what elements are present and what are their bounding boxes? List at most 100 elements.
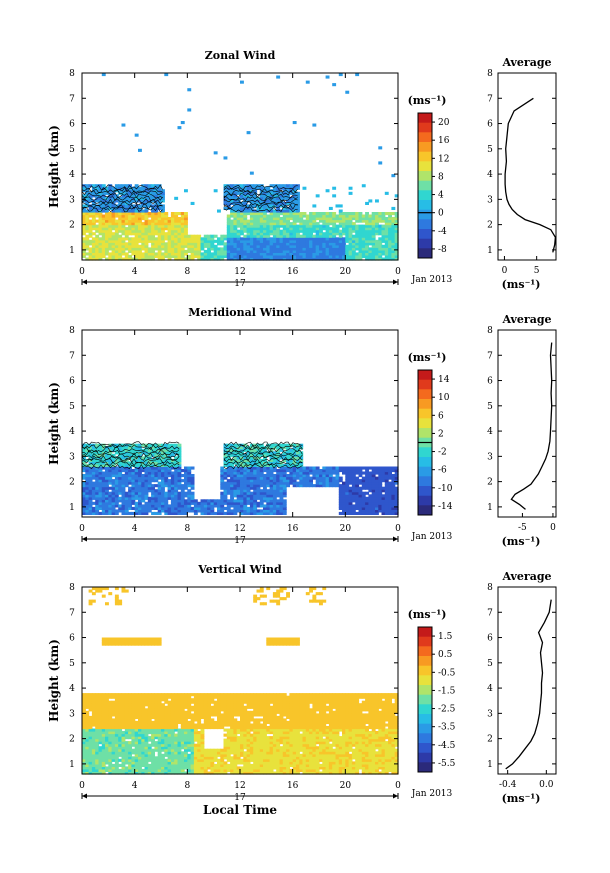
heat-cell [381, 219, 386, 223]
heat-cell [101, 252, 106, 256]
heat-cell [200, 242, 205, 246]
heat-cell [184, 469, 188, 473]
heat-cell [134, 728, 139, 732]
heat-cell [114, 227, 119, 231]
heat-cell [269, 504, 274, 508]
heat-cell [384, 229, 389, 233]
heat-cell [177, 219, 182, 223]
heat-cell [85, 715, 90, 719]
heat-cell [230, 486, 234, 490]
heat-cell [121, 242, 126, 246]
heat-cell [243, 217, 248, 221]
heat-cell [286, 201, 290, 205]
heat-cell [226, 191, 231, 195]
heat-cell [91, 509, 96, 513]
heat-cell [272, 204, 277, 208]
heat-cell [269, 486, 274, 490]
heat-cell [348, 509, 353, 513]
profile-x-tick-label: 0 [502, 266, 508, 276]
heat-cell [365, 257, 369, 261]
heat-cell [292, 484, 297, 488]
heat-cell [177, 499, 182, 503]
heat-cell [355, 257, 360, 261]
heat-cell [342, 481, 346, 485]
heat-cell [128, 499, 132, 503]
heat-cell [144, 640, 149, 644]
heat-cell [233, 227, 238, 231]
heat-cell [118, 446, 123, 450]
heat-cell [266, 484, 271, 488]
heat-cell [302, 229, 307, 233]
heat-cell [240, 463, 244, 467]
heat-cell [121, 257, 126, 261]
heat-cell [111, 748, 116, 752]
heat-cell [134, 766, 139, 770]
y-tick-label: 2 [69, 478, 75, 488]
heat-cell [322, 484, 327, 488]
heat-cell [105, 237, 109, 241]
heat-cell [279, 229, 284, 233]
heat-cell [384, 469, 389, 473]
heat-cell [249, 199, 254, 203]
heat-cell [378, 479, 383, 483]
heat-cell [177, 461, 182, 465]
heat-cell [233, 196, 238, 200]
heat-cell [210, 244, 215, 248]
heat-cell [161, 494, 165, 498]
heat-cell [128, 728, 132, 732]
y-tick-label: 6 [69, 120, 75, 130]
heat-cell [177, 239, 182, 243]
heat-cell [223, 496, 228, 500]
heat-cell [368, 504, 373, 508]
heat-cell [381, 234, 386, 238]
heat-cell [263, 469, 267, 473]
heat-cell [147, 479, 152, 483]
heat-cell [358, 479, 363, 483]
heat-cell [101, 229, 106, 233]
heat-cell [114, 486, 119, 490]
heat-cell [82, 758, 86, 762]
heat-cell [322, 249, 327, 253]
heat-cell [174, 481, 179, 485]
heat-cell [309, 244, 313, 248]
heat-cell [95, 698, 100, 702]
heat-cell [279, 469, 284, 473]
heat-cell [302, 232, 307, 236]
y-tick-label: 8 [69, 326, 75, 336]
heat-cell [134, 693, 139, 697]
heat-cell [388, 496, 392, 500]
heat-cell [361, 506, 366, 510]
heat-cell [151, 242, 155, 246]
heat-cell [378, 239, 383, 243]
heat-cell [345, 496, 350, 500]
heat-cell [256, 501, 261, 505]
heat-cell [131, 471, 136, 475]
heat-cell [388, 511, 392, 515]
heat-cell [144, 710, 149, 714]
heat-cell [95, 453, 100, 457]
heat-cell [134, 504, 139, 508]
heat-cell [177, 257, 182, 261]
heat-cell [240, 448, 244, 452]
profile-y-tick-label: 3 [487, 195, 493, 205]
heat-cell [309, 252, 313, 256]
heat-cell [269, 191, 274, 195]
heat-cell [95, 587, 100, 591]
heat-cell [243, 229, 248, 233]
heat-cell [253, 189, 258, 193]
heat-cell [269, 252, 274, 256]
heat-cell [184, 479, 188, 483]
heat-cell [174, 239, 179, 243]
heat-cell [375, 479, 379, 483]
heat-cell [328, 244, 333, 248]
heat-cell [259, 249, 264, 253]
heat-cell [147, 189, 152, 193]
heat-cell [157, 242, 162, 246]
heat-cell [381, 471, 386, 475]
heat-cell [243, 476, 248, 480]
heat-cell [233, 219, 238, 223]
heat-cell [266, 252, 271, 256]
heat-cell [121, 723, 126, 727]
heat-cell [131, 494, 136, 498]
heat-cell [147, 191, 152, 195]
